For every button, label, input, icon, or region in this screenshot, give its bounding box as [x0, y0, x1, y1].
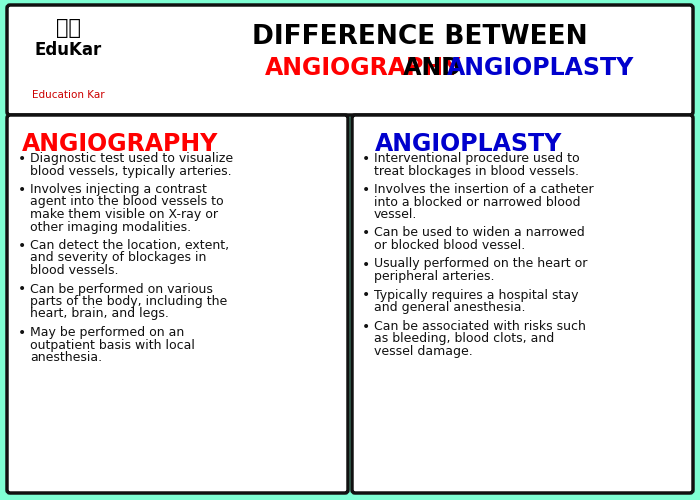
Text: Can be associated with risks such: Can be associated with risks such	[374, 320, 586, 332]
Text: anesthesia.: anesthesia.	[30, 351, 102, 364]
Text: vessel.: vessel.	[374, 208, 417, 221]
Text: •: •	[362, 258, 370, 272]
Text: and severity of blockages in: and severity of blockages in	[30, 252, 206, 264]
Text: •: •	[362, 152, 370, 166]
Text: Can be performed on various: Can be performed on various	[30, 282, 213, 296]
Text: •: •	[362, 226, 370, 240]
Text: •: •	[18, 183, 27, 197]
Text: Can detect the location, extent,: Can detect the location, extent,	[30, 239, 229, 252]
Text: or blocked blood vessel.: or blocked blood vessel.	[374, 239, 525, 252]
Text: •: •	[18, 326, 27, 340]
Text: ANGIOGRAPHY: ANGIOGRAPHY	[265, 56, 461, 80]
Text: 🧑‍🏫: 🧑‍🏫	[55, 18, 80, 38]
Text: •: •	[18, 239, 27, 253]
Text: Usually performed on the heart or: Usually performed on the heart or	[374, 258, 587, 270]
Text: Typically requires a hospital stay: Typically requires a hospital stay	[374, 288, 578, 302]
Text: other imaging modalities.: other imaging modalities.	[30, 220, 191, 234]
Text: Diagnostic test used to visualize: Diagnostic test used to visualize	[30, 152, 233, 165]
Text: ANGIOPLASTY: ANGIOPLASTY	[375, 132, 562, 156]
Text: into a blocked or narrowed blood: into a blocked or narrowed blood	[374, 196, 580, 208]
Text: peripheral arteries.: peripheral arteries.	[374, 270, 494, 283]
FancyBboxPatch shape	[7, 5, 693, 115]
Text: Involves injecting a contrast: Involves injecting a contrast	[30, 183, 207, 196]
Text: and general anesthesia.: and general anesthesia.	[374, 301, 526, 314]
Text: ANGIOGRAPHY: ANGIOGRAPHY	[22, 132, 218, 156]
Text: Education Kar: Education Kar	[32, 90, 104, 100]
Text: •: •	[18, 152, 27, 166]
Text: •: •	[362, 320, 370, 334]
Text: blood vessels.: blood vessels.	[30, 264, 118, 277]
Text: AND: AND	[395, 56, 469, 80]
Text: May be performed on an: May be performed on an	[30, 326, 184, 339]
Text: as bleeding, blood clots, and: as bleeding, blood clots, and	[374, 332, 554, 345]
Text: heart, brain, and legs.: heart, brain, and legs.	[30, 308, 169, 320]
Text: DIFFERENCE BETWEEN: DIFFERENCE BETWEEN	[252, 24, 588, 50]
Text: blood vessels, typically arteries.: blood vessels, typically arteries.	[30, 164, 232, 177]
FancyBboxPatch shape	[352, 115, 693, 493]
Text: agent into the blood vessels to: agent into the blood vessels to	[30, 196, 223, 208]
Text: parts of the body, including the: parts of the body, including the	[30, 295, 228, 308]
Text: Interventional procedure used to: Interventional procedure used to	[374, 152, 580, 165]
Text: Involves the insertion of a catheter: Involves the insertion of a catheter	[374, 183, 594, 196]
Text: treat blockages in blood vessels.: treat blockages in blood vessels.	[374, 164, 579, 177]
Text: •: •	[362, 288, 370, 302]
Text: •: •	[362, 183, 370, 197]
Text: vessel damage.: vessel damage.	[374, 344, 472, 358]
FancyBboxPatch shape	[7, 115, 348, 493]
Text: Can be used to widen a narrowed: Can be used to widen a narrowed	[374, 226, 584, 239]
Text: make them visible on X-ray or: make them visible on X-ray or	[30, 208, 218, 221]
Text: ANGIOPLASTY: ANGIOPLASTY	[447, 56, 634, 80]
Text: outpatient basis with local: outpatient basis with local	[30, 338, 195, 351]
Text: •: •	[18, 282, 27, 296]
Text: EduKar: EduKar	[34, 41, 102, 59]
